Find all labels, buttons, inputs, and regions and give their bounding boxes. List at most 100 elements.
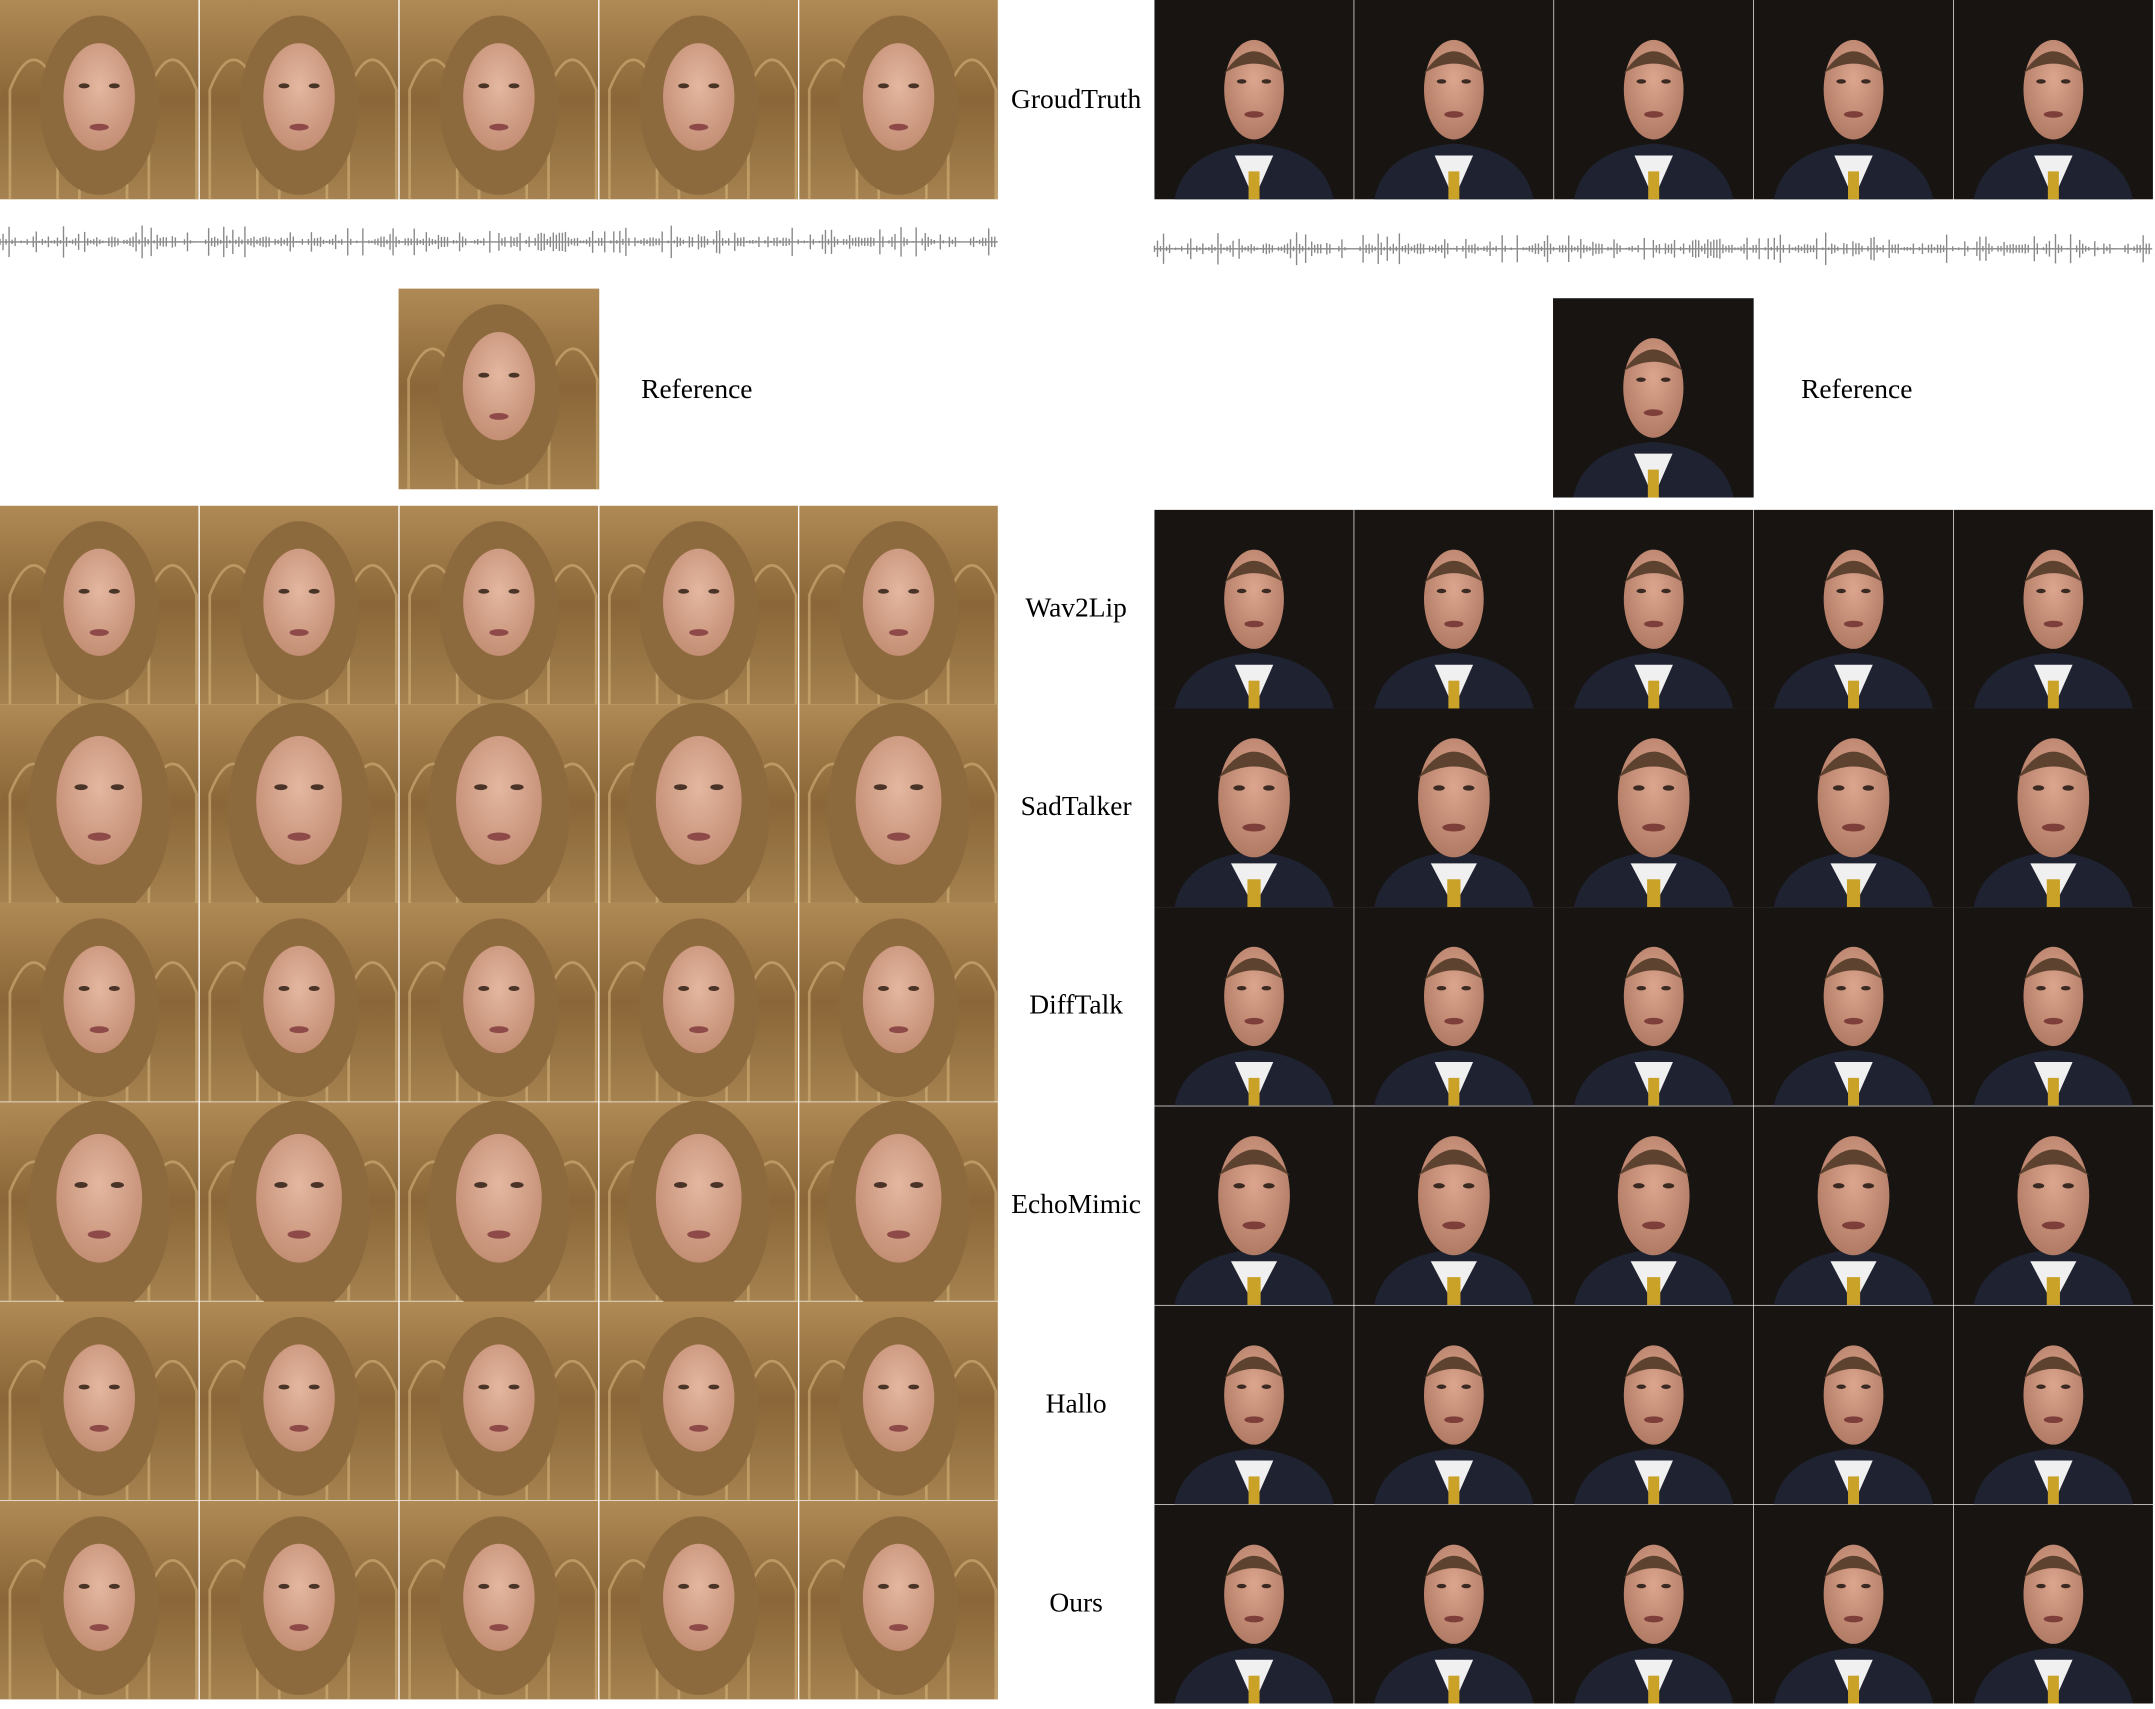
mouth (1242, 1221, 1266, 1230)
eye (478, 588, 490, 594)
eye (1462, 785, 1475, 791)
tie (2047, 1675, 2059, 1704)
video-frame (799, 1301, 998, 1501)
mouth (2043, 620, 2063, 628)
mouth (1244, 620, 1264, 628)
eye (908, 986, 920, 991)
eye (78, 83, 90, 89)
mouth (689, 123, 709, 131)
eye (2036, 1583, 2046, 1589)
video-frame (599, 1301, 798, 1501)
eye (1436, 79, 1447, 84)
face (862, 945, 935, 1054)
mouth (1244, 111, 1264, 118)
mouth (2043, 1416, 2063, 1424)
video-frame (1953, 1305, 2153, 1505)
face (862, 1344, 935, 1452)
mouth (1843, 1017, 1864, 1025)
eye (1661, 1384, 1671, 1389)
face (663, 1344, 735, 1452)
eye (2036, 1384, 2046, 1389)
mouth (289, 1424, 309, 1432)
hair (1224, 560, 1284, 583)
face (463, 43, 535, 151)
mouth (687, 832, 711, 841)
eye (877, 588, 889, 594)
video-frame (399, 505, 599, 705)
reference-label: Reference (641, 374, 752, 404)
eye (274, 784, 288, 791)
mouth (489, 1026, 509, 1034)
video-frame (0, 703, 199, 918)
eye (478, 1384, 490, 1390)
mouth (287, 832, 311, 841)
eye (474, 784, 488, 791)
eye (78, 1384, 90, 1390)
eye (478, 1583, 490, 1589)
mouth (1442, 1221, 1466, 1230)
eye (2062, 785, 2074, 791)
face (63, 1344, 135, 1452)
video-frame (599, 505, 798, 705)
face (663, 548, 735, 656)
eye (1261, 79, 1272, 84)
eye (108, 1583, 120, 1589)
hair (2023, 1555, 2084, 1578)
eye (1661, 79, 1671, 84)
eye (1862, 785, 1875, 791)
eye (278, 1583, 290, 1589)
mouth (887, 1230, 911, 1239)
eye (508, 372, 520, 378)
video-frame (1554, 509, 1754, 709)
eye (74, 1182, 88, 1188)
eye (310, 1182, 324, 1188)
eye (108, 1384, 120, 1390)
video-frame (199, 0, 399, 200)
mouth (487, 832, 511, 841)
video-frame (799, 703, 998, 918)
video-frame (0, 505, 199, 705)
eye (1433, 785, 1445, 791)
eye (1836, 985, 1846, 991)
video-frame (199, 902, 399, 1102)
mouth (1244, 1017, 1264, 1025)
reference-label: Reference (1801, 374, 1912, 404)
eye (1263, 1183, 1275, 1189)
eye (1462, 1183, 1475, 1189)
mouth (1444, 111, 1464, 118)
eye (1236, 985, 1247, 991)
face (256, 736, 342, 865)
tie (2046, 879, 2060, 908)
video-frame (1554, 907, 1754, 1106)
eye (1836, 79, 1846, 84)
eye (1261, 588, 1272, 594)
eye (1236, 1583, 1247, 1589)
eye (1862, 1183, 1875, 1189)
mouth (687, 1230, 711, 1239)
video-frame (399, 902, 599, 1102)
eye (910, 1182, 924, 1188)
face (456, 1133, 542, 1263)
tie (2046, 1277, 2060, 1305)
video-frame (0, 1500, 199, 1700)
video-frame (599, 1100, 798, 1316)
mouth (1644, 1416, 1664, 1424)
tie (1248, 680, 1260, 709)
eye (873, 784, 888, 791)
mouth (1444, 1615, 1464, 1623)
video-frame (1154, 1106, 1354, 1305)
face (56, 736, 143, 865)
video-frame (599, 0, 798, 200)
hair (1823, 1356, 1884, 1379)
video-frame (799, 1100, 998, 1316)
hair (1218, 751, 1290, 779)
waveform (0, 225, 998, 259)
hair (1418, 1149, 1490, 1176)
hair (2017, 751, 2090, 779)
eye (2060, 79, 2071, 84)
mouth (1444, 1017, 1464, 1025)
mouth (1643, 409, 1663, 416)
video-frame (399, 0, 599, 200)
video-frame (1554, 708, 1754, 908)
eye (508, 1583, 520, 1589)
